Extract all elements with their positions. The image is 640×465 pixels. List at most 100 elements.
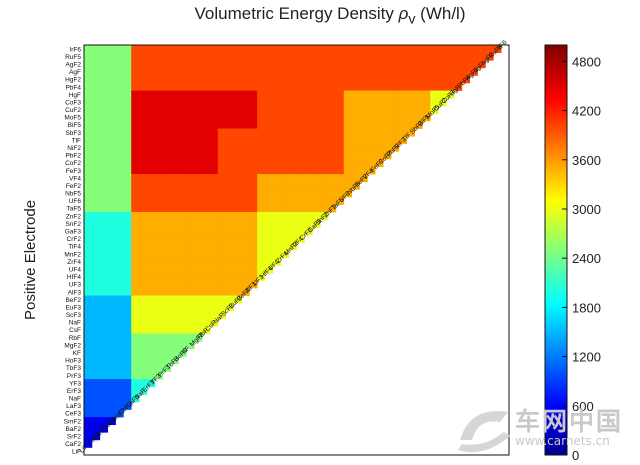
heatmap-cell <box>327 98 337 107</box>
heatmap-cell <box>154 303 164 312</box>
heatmap-cell <box>123 310 132 319</box>
heatmap-cell <box>225 287 234 296</box>
heatmap-cell <box>162 318 171 327</box>
heatmap-cell <box>453 75 463 84</box>
heatmap-cell <box>241 60 250 69</box>
heatmap-cell <box>99 386 109 395</box>
heatmap-cell <box>280 166 290 175</box>
heatmap-cell <box>131 333 140 342</box>
heatmap-cell <box>162 265 171 274</box>
heatmap-cell <box>304 204 313 213</box>
heatmap-cell <box>383 113 392 122</box>
heatmap-cell <box>170 280 179 289</box>
heatmap-cell <box>296 234 305 243</box>
heatmap-cell <box>343 113 352 122</box>
heatmap-cell <box>154 166 164 175</box>
y-tick-label: PbF4 <box>65 84 81 91</box>
heatmap-cell <box>414 60 423 69</box>
heatmap-cell <box>170 113 179 122</box>
heatmap-cell <box>375 98 384 107</box>
heatmap-cell <box>194 325 203 334</box>
watermark-logo <box>450 400 640 460</box>
heatmap-cell <box>194 60 203 69</box>
heatmap-cell <box>91 280 101 289</box>
heatmap-cell <box>146 174 156 183</box>
heatmap-cell <box>194 280 203 289</box>
heatmap-cell <box>320 98 329 107</box>
heatmap-cell <box>249 60 258 69</box>
y-tick-label: ZrF4 <box>67 259 81 266</box>
heatmap-cell <box>280 45 290 53</box>
heatmap-cell <box>209 310 219 319</box>
heatmap-cell <box>280 174 290 183</box>
heatmap-cell <box>383 105 392 114</box>
heatmap-cell <box>241 98 250 107</box>
heatmap-cell <box>91 196 101 205</box>
heatmap-cell <box>131 348 140 357</box>
heatmap-cell <box>115 356 124 365</box>
y-tick-label: SnF2 <box>65 221 81 228</box>
heatmap-cell <box>375 158 384 167</box>
heatmap-cell <box>84 219 93 228</box>
heatmap-cell <box>162 45 171 53</box>
heatmap-cell <box>194 75 203 84</box>
heatmap-cell <box>84 45 93 53</box>
heatmap-cell <box>84 341 93 350</box>
heatmap-cell <box>265 136 274 145</box>
heatmap-cell <box>139 143 148 152</box>
heatmap-cell <box>107 409 116 418</box>
heatmap-cell <box>162 98 171 107</box>
heatmap-cell <box>430 67 439 76</box>
heatmap-cell <box>453 82 463 91</box>
heatmap-cell <box>107 90 116 99</box>
heatmap-cell <box>91 181 101 190</box>
heatmap-cell <box>107 52 116 61</box>
heatmap-cell <box>257 120 266 129</box>
heatmap-cell <box>91 356 101 365</box>
heatmap-cell <box>265 181 274 190</box>
heatmap-cell <box>335 82 345 91</box>
heatmap-cell <box>359 75 368 84</box>
heatmap-cell <box>241 90 250 99</box>
heatmap-cell <box>209 318 219 327</box>
heatmap-cell <box>84 272 93 281</box>
heatmap-cell <box>249 234 258 243</box>
heatmap-cell <box>162 113 171 122</box>
heatmap-cell <box>107 280 116 289</box>
heatmap-cell <box>194 45 203 53</box>
heatmap-cell <box>367 158 376 167</box>
heatmap-cell <box>146 128 156 137</box>
heatmap-cell <box>367 166 376 175</box>
heatmap-cell <box>91 341 101 350</box>
heatmap-cell <box>146 204 156 213</box>
heatmap-cell <box>312 82 321 91</box>
heatmap-cell <box>186 151 195 160</box>
heatmap-cell <box>383 90 392 99</box>
heatmap-cell <box>99 280 109 289</box>
heatmap-cell <box>131 219 140 228</box>
heatmap-cell <box>154 234 164 243</box>
heatmap-cell <box>186 60 195 69</box>
y-tick-label: CuF2 <box>65 107 81 114</box>
heatmap-cell <box>296 189 305 198</box>
heatmap-cell <box>99 310 109 319</box>
heatmap-cell <box>398 136 408 145</box>
heatmap-cell <box>170 105 179 114</box>
heatmap-cell <box>139 333 148 342</box>
heatmap-cell <box>422 52 431 61</box>
heatmap-cell <box>131 75 140 84</box>
heatmap-cell <box>461 67 471 76</box>
heatmap-cell <box>178 333 187 342</box>
heatmap-cell <box>265 219 274 228</box>
heatmap-cell <box>453 67 463 76</box>
heatmap-cell <box>398 90 408 99</box>
heatmap-cell <box>249 181 258 190</box>
heatmap-cell <box>265 257 274 266</box>
heatmap-cell <box>335 174 345 183</box>
heatmap-cell <box>233 151 242 160</box>
y-tick-label: HfF4 <box>67 274 81 281</box>
heatmap-cell <box>217 60 227 69</box>
title-subscript: v <box>408 11 416 28</box>
heatmap-cell <box>288 143 297 152</box>
heatmap-cell <box>438 75 447 84</box>
